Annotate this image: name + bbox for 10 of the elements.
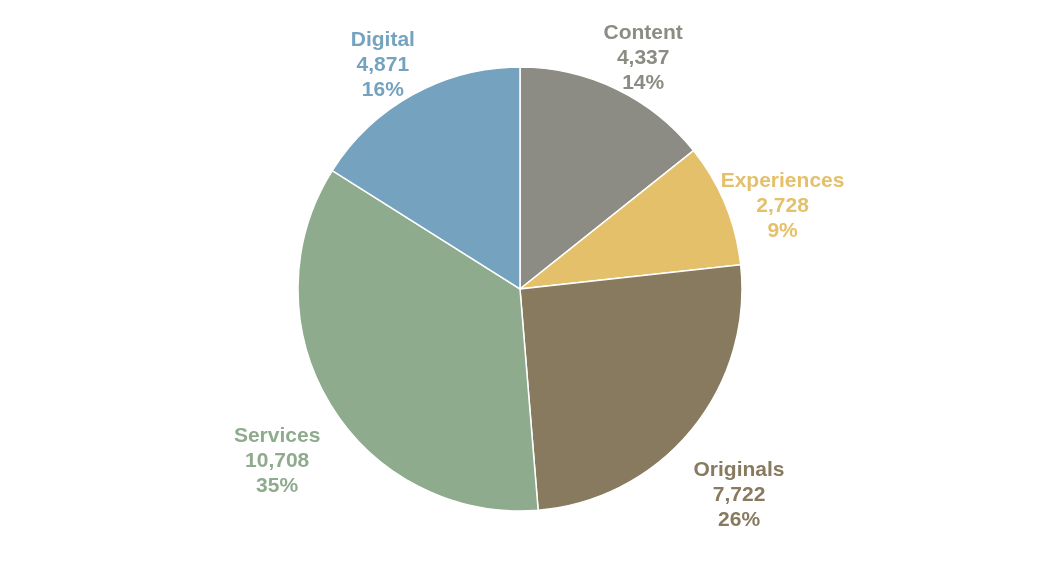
data-label: 2,728 9% [756, 192, 810, 241]
slice-label: Experiences [720, 167, 845, 191]
data-label: 7,722 26% [712, 481, 766, 530]
data-label: 4,871 16% [356, 52, 410, 101]
data-label: 10,708 35% [245, 448, 310, 497]
slice-label: Content [603, 20, 683, 44]
slice-label: Originals [693, 456, 785, 480]
slice-label: Services [233, 423, 321, 447]
slice-label: Digital [350, 27, 415, 51]
data-label: 4,337 14% [616, 45, 670, 94]
